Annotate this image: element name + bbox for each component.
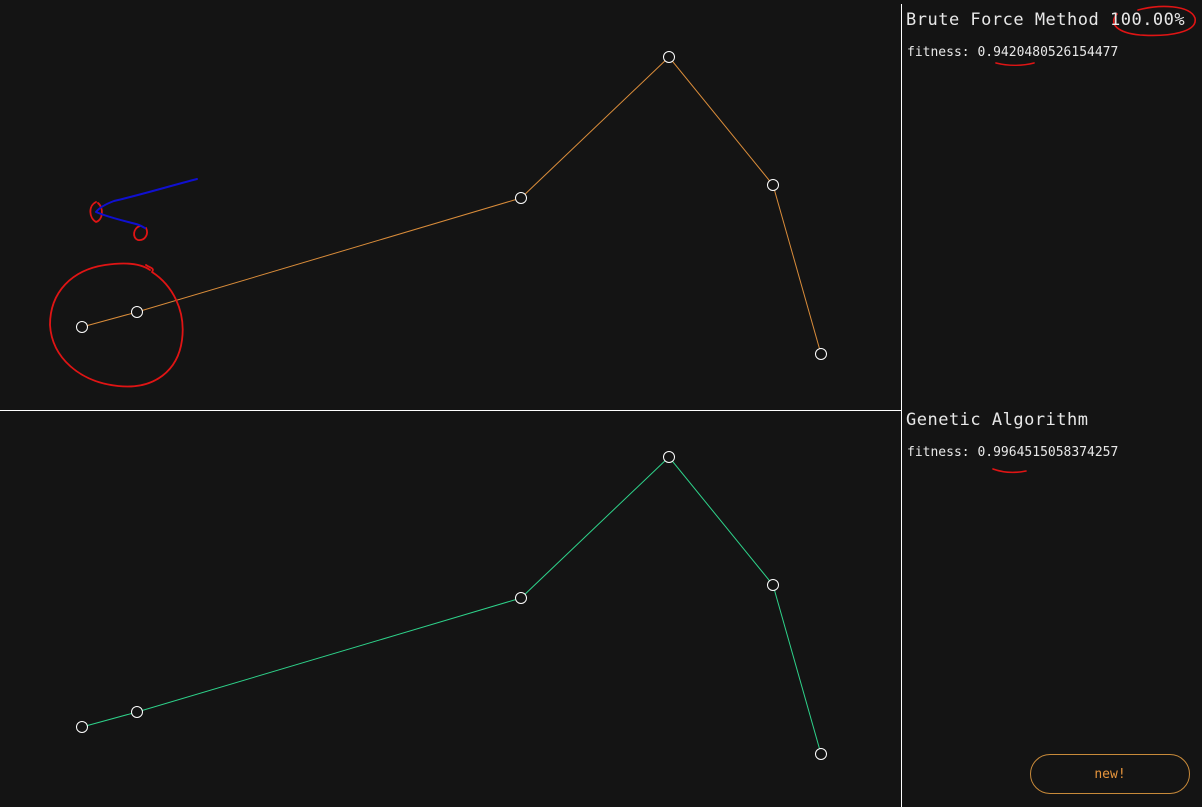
genetic-fitness: fitness: 0.9964515058374257 — [907, 445, 1118, 460]
city-node — [767, 179, 779, 191]
red-circle-annotation — [1112, 5, 1196, 37]
city-node — [767, 579, 779, 591]
blue-arrow-annotation — [95, 178, 198, 229]
city-node — [515, 192, 527, 204]
city-node — [815, 748, 827, 760]
brute-force-heading: Brute Force Method 100.00% — [906, 10, 1185, 30]
handdrawn-annotations — [49, 5, 1196, 474]
red-circle-annotation — [49, 262, 184, 388]
red-squiggle-annotation — [133, 225, 148, 241]
city-node — [663, 51, 675, 63]
red-underline-annotation — [995, 62, 1035, 67]
city-node — [131, 306, 143, 318]
city-node — [131, 706, 143, 718]
red-squiggle-annotation — [89, 201, 103, 223]
city-node — [515, 592, 527, 604]
fitness-label: fitness: — [907, 45, 970, 60]
brute-force-progress: 100.00% — [1109, 10, 1186, 30]
genetic-title: Genetic Algorithm — [906, 410, 1089, 430]
brute-force-route — [81, 56, 822, 355]
city-node — [663, 451, 675, 463]
brute-force-fitness: fitness: 0.9420480526154477 — [907, 45, 1118, 60]
brute-force-title: Brute Force Method — [906, 10, 1100, 30]
city-node — [76, 721, 88, 733]
fitness-value: 0.9420480526154477 — [977, 45, 1119, 60]
brute-force-plot — [76, 51, 827, 360]
genetic-heading: Genetic Algorithm — [906, 410, 1089, 430]
city-node — [815, 348, 827, 360]
fitness-label: fitness: — [907, 445, 970, 460]
genetic-route — [81, 456, 822, 755]
red-underline-annotation — [992, 468, 1027, 474]
genetic-algorithm-plot — [76, 451, 827, 760]
city-node — [76, 321, 88, 333]
fitness-value: 0.9964515058374257 — [977, 445, 1119, 460]
new-button[interactable]: new! — [1030, 754, 1190, 794]
